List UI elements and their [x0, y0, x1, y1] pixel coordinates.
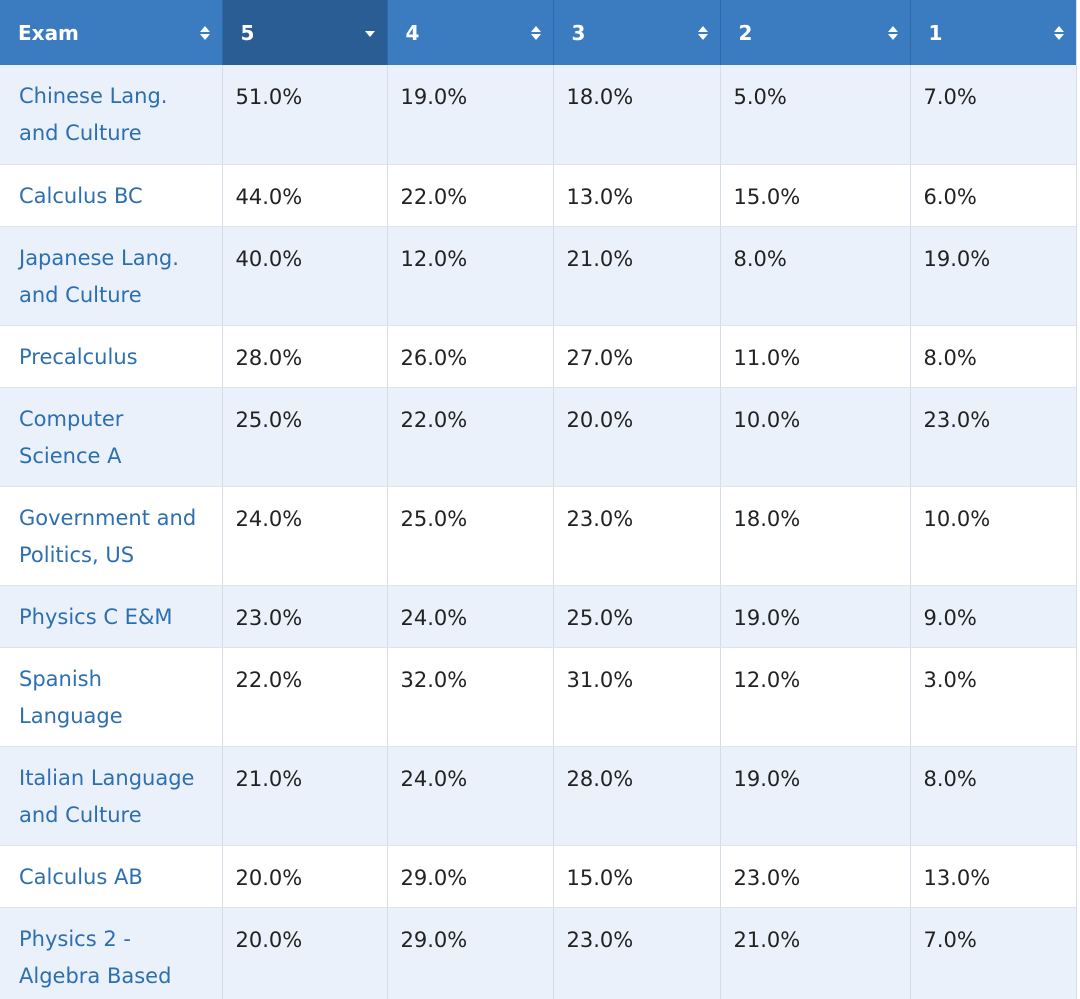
table-row: Chinese Lang. and Culture 51.0% 19.0% 18… — [0, 65, 1077, 165]
score-4-cell: 26.0% — [387, 325, 554, 388]
score-3-cell: 21.0% — [553, 226, 721, 326]
score-4-cell: 29.0% — [387, 907, 554, 999]
column-header-exam[interactable]: Exam — [0, 0, 223, 65]
score-1-cell: 23.0% — [910, 387, 1077, 487]
score-2-cell: 15.0% — [720, 164, 911, 227]
score-4-cell: 24.0% — [387, 746, 554, 846]
score-1-cell: 6.0% — [910, 164, 1077, 227]
score-4-cell: 22.0% — [387, 387, 554, 487]
table-row: Calculus AB 20.0% 29.0% 15.0% 23.0% 13.0… — [0, 845, 1077, 908]
table-row: Japanese Lang. and Culture 40.0% 12.0% 2… — [0, 226, 1077, 326]
score-2-cell: 10.0% — [720, 387, 911, 487]
score-1-cell: 7.0% — [910, 907, 1077, 999]
score-3-cell: 23.0% — [553, 486, 721, 586]
table-row: Spanish Language 22.0% 32.0% 31.0% 12.0%… — [0, 647, 1077, 747]
column-header-label: 1 — [928, 20, 943, 45]
table-row: Calculus BC 44.0% 22.0% 13.0% 15.0% 6.0% — [0, 164, 1077, 227]
score-1-cell: 13.0% — [910, 845, 1077, 908]
score-4-cell: 32.0% — [387, 647, 554, 747]
sort-desc-icon[interactable] — [364, 25, 375, 41]
score-2-cell: 19.0% — [720, 585, 911, 648]
score-4-cell: 12.0% — [387, 226, 554, 326]
table-row: Physics C E&M 23.0% 24.0% 25.0% 19.0% 9.… — [0, 585, 1077, 648]
column-header-score-2[interactable]: 2 — [720, 0, 911, 65]
column-header-label: 3 — [571, 20, 586, 45]
score-3-cell: 25.0% — [553, 585, 721, 648]
score-5-cell: 28.0% — [222, 325, 388, 388]
score-3-cell: 28.0% — [553, 746, 721, 846]
score-4-cell: 29.0% — [387, 845, 554, 908]
score-3-cell: 31.0% — [553, 647, 721, 747]
score-2-cell: 11.0% — [720, 325, 911, 388]
score-4-cell: 22.0% — [387, 164, 554, 227]
score-3-cell: 15.0% — [553, 845, 721, 908]
table-right-edge — [1076, 0, 1080, 999]
score-4-cell: 24.0% — [387, 585, 554, 648]
sort-icon[interactable] — [199, 25, 210, 41]
sort-icon[interactable] — [697, 25, 708, 41]
score-1-cell: 10.0% — [910, 486, 1077, 586]
exam-link[interactable]: Government and Politics, US — [0, 486, 223, 586]
exam-link[interactable]: Chinese Lang. and Culture — [0, 65, 223, 165]
table-row: Italian Language and Culture 21.0% 24.0%… — [0, 746, 1077, 846]
sort-icon[interactable] — [887, 25, 898, 41]
score-3-cell: 13.0% — [553, 164, 721, 227]
exam-link[interactable]: Physics C E&M — [0, 585, 223, 648]
score-3-cell: 23.0% — [553, 907, 721, 999]
exam-link[interactable]: Japanese Lang. and Culture — [0, 226, 223, 326]
table-row: Government and Politics, US 24.0% 25.0% … — [0, 486, 1077, 586]
score-5-cell: 25.0% — [222, 387, 388, 487]
score-1-cell: 19.0% — [910, 226, 1077, 326]
score-2-cell: 23.0% — [720, 845, 911, 908]
score-2-cell: 8.0% — [720, 226, 911, 326]
score-2-cell: 18.0% — [720, 486, 911, 586]
score-4-cell: 19.0% — [387, 65, 554, 165]
sort-icon[interactable] — [1053, 25, 1064, 41]
score-5-cell: 23.0% — [222, 585, 388, 648]
score-5-cell: 40.0% — [222, 226, 388, 326]
score-2-cell: 19.0% — [720, 746, 911, 846]
column-header-label: Exam — [18, 20, 79, 45]
score-3-cell: 18.0% — [553, 65, 721, 165]
table-row: Physics 2 - Algebra Based 20.0% 29.0% 23… — [0, 907, 1077, 999]
score-2-cell: 5.0% — [720, 65, 911, 165]
column-header-score-5[interactable]: 5 — [222, 0, 388, 65]
score-5-cell: 20.0% — [222, 907, 388, 999]
score-5-cell: 51.0% — [222, 65, 388, 165]
column-header-label: 2 — [738, 20, 753, 45]
column-header-score-3[interactable]: 3 — [553, 0, 721, 65]
exam-link[interactable]: Computer Science A — [0, 387, 223, 487]
table-row: Computer Science A 25.0% 22.0% 20.0% 10.… — [0, 387, 1077, 487]
exam-link[interactable]: Precalculus — [0, 325, 223, 388]
score-5-cell: 22.0% — [222, 647, 388, 747]
column-header-label: 5 — [240, 20, 255, 45]
sort-icon[interactable] — [530, 25, 541, 41]
exam-link[interactable]: Spanish Language — [0, 647, 223, 747]
column-header-score-4[interactable]: 4 — [387, 0, 554, 65]
score-5-cell: 21.0% — [222, 746, 388, 846]
header-row: Exam 5 4 3 2 — [0, 0, 1077, 65]
score-5-cell: 24.0% — [222, 486, 388, 586]
score-4-cell: 25.0% — [387, 486, 554, 586]
exam-link[interactable]: Italian Language and Culture — [0, 746, 223, 846]
score-5-cell: 44.0% — [222, 164, 388, 227]
score-1-cell: 8.0% — [910, 325, 1077, 388]
score-3-cell: 20.0% — [553, 387, 721, 487]
score-5-cell: 20.0% — [222, 845, 388, 908]
column-header-label: 4 — [405, 20, 420, 45]
table-row: Precalculus 28.0% 26.0% 27.0% 11.0% 8.0% — [0, 325, 1077, 388]
score-2-cell: 12.0% — [720, 647, 911, 747]
score-1-cell: 3.0% — [910, 647, 1077, 747]
exam-link[interactable]: Calculus BC — [0, 164, 223, 227]
score-1-cell: 9.0% — [910, 585, 1077, 648]
score-2-cell: 21.0% — [720, 907, 911, 999]
column-header-score-1[interactable]: 1 — [910, 0, 1077, 65]
exam-link[interactable]: Calculus AB — [0, 845, 223, 908]
score-1-cell: 8.0% — [910, 746, 1077, 846]
exam-link[interactable]: Physics 2 - Algebra Based — [0, 907, 223, 999]
score-1-cell: 7.0% — [910, 65, 1077, 165]
score-3-cell: 27.0% — [553, 325, 721, 388]
